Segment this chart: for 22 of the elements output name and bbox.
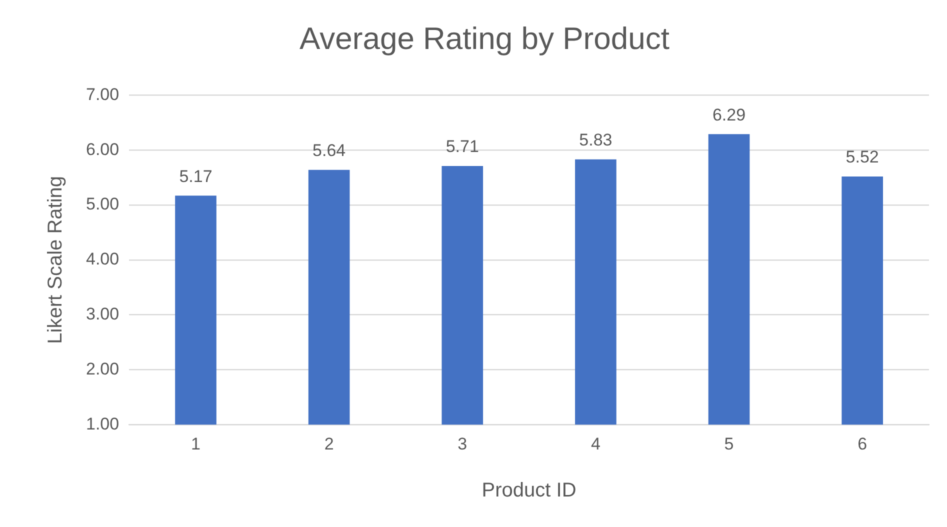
y-tick-label: 7.00 [86,84,120,104]
data-label: 5.52 [846,148,879,167]
data-label: 5.83 [579,130,612,150]
y-tick-label: 6.00 [86,140,120,159]
y-tick-label: 4.00 [86,250,120,269]
y-tick-label: 3.00 [86,304,120,324]
x-tick-label: 1 [191,434,200,454]
y-tick-label: 2.00 [86,359,120,378]
data-label: 5.71 [446,137,479,156]
x-axis-title: Product ID [482,480,576,502]
data-label: 6.29 [712,105,746,124]
data-label: 5.64 [312,141,346,160]
y-tick-label: 5.00 [86,194,120,214]
x-tick-label: 2 [324,434,334,454]
x-tick-label: 4 [590,434,600,454]
y-axis-title: Likert Scale Rating [44,176,67,344]
y-tick-label: 1.00 [86,414,120,434]
chart-title: Average Rating by Product [300,21,670,56]
x-tick-label: 3 [458,434,468,454]
x-tick-label: 6 [858,434,868,454]
x-tick-label: 5 [724,434,734,454]
data-label: 5.17 [179,166,212,186]
